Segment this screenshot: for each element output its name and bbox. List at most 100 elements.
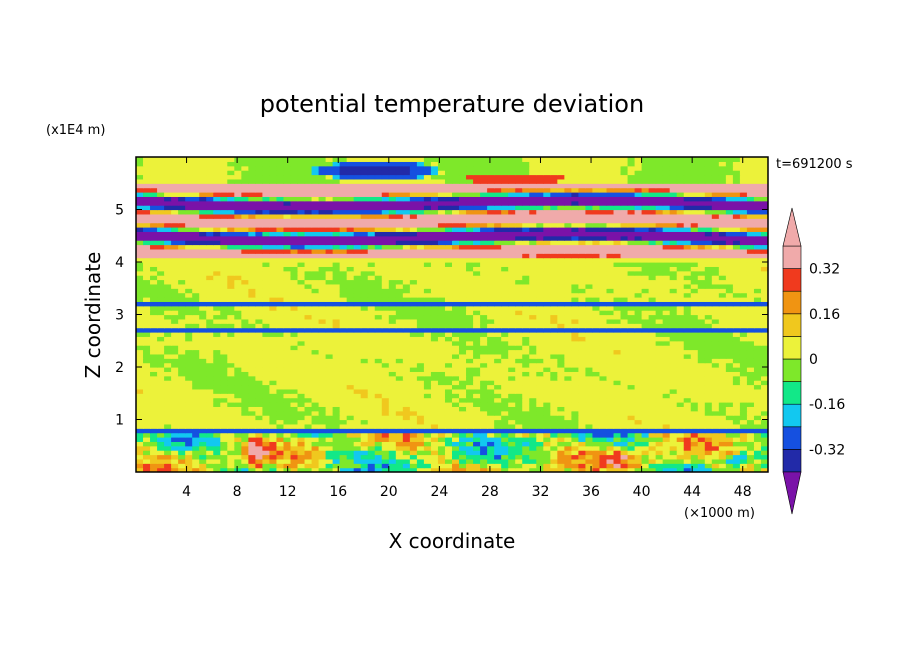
heatmap-cell <box>515 353 523 359</box>
heatmap-cell <box>304 257 313 263</box>
heatmap-cell <box>444 353 453 359</box>
heatmap-cell <box>339 371 348 377</box>
heatmap-cell <box>241 450 249 456</box>
heatmap-cell <box>192 345 200 351</box>
heatmap-cell <box>381 345 390 351</box>
heatmap-cell <box>690 288 699 294</box>
heatmap-cell <box>430 415 439 421</box>
heatmap-cell <box>739 358 748 364</box>
heatmap-cell <box>529 375 537 381</box>
heatmap-cell <box>388 301 397 307</box>
heatmap-cell <box>143 292 151 298</box>
heatmap-cell <box>627 419 636 425</box>
heatmap-cell <box>676 231 685 237</box>
heatmap-cell <box>437 275 446 281</box>
heatmap-cell <box>402 450 411 456</box>
heatmap-cell <box>304 384 313 390</box>
heatmap-cell <box>578 432 587 438</box>
heatmap-cell <box>255 270 263 276</box>
heatmap-cell <box>620 419 629 425</box>
heatmap-cell <box>697 384 706 390</box>
heatmap-cell <box>501 384 509 390</box>
heatmap-cell <box>452 332 460 337</box>
heatmap-cell <box>423 336 432 342</box>
heatmap-cell <box>753 310 762 316</box>
heatmap-cell <box>157 292 165 298</box>
heatmap-cell <box>711 248 720 254</box>
heatmap-cell <box>725 253 734 259</box>
heatmap-cell <box>690 450 699 456</box>
heatmap-cell <box>620 437 629 442</box>
heatmap-cell <box>564 270 572 276</box>
heatmap-cell <box>206 380 214 386</box>
heatmap-cell <box>437 467 446 472</box>
heatmap-cell <box>234 297 242 302</box>
heatmap-cell <box>473 454 481 460</box>
heatmap-cell <box>374 441 383 447</box>
heatmap-cell <box>164 458 172 464</box>
heatmap-cell <box>739 349 748 355</box>
heatmap-cell <box>529 423 537 429</box>
heatmap-cell <box>606 349 615 355</box>
heatmap-cell <box>753 384 762 390</box>
heatmap-cell <box>501 415 509 421</box>
heatmap-cell <box>381 262 390 267</box>
heatmap-cell <box>374 454 383 460</box>
heatmap-cell <box>501 257 509 263</box>
heatmap-cell <box>536 323 544 329</box>
heatmap-cell <box>599 402 608 407</box>
heatmap-cell <box>157 380 165 386</box>
heatmap-cell <box>346 257 355 263</box>
heatmap-cell <box>416 419 425 425</box>
heatmap-cell <box>318 248 327 254</box>
heatmap-cell <box>473 402 481 407</box>
heatmap-cell <box>676 248 685 254</box>
heatmap-cell <box>185 301 193 307</box>
heatmap-cell <box>564 266 572 272</box>
heatmap-cell <box>620 283 629 289</box>
heatmap-cell <box>346 266 355 272</box>
heatmap-cell <box>452 432 460 438</box>
heatmap-cell <box>220 454 228 460</box>
heatmap-cell <box>430 423 439 429</box>
heatmap-cell <box>571 393 579 399</box>
heatmap-cell <box>276 419 285 425</box>
heatmap-cell <box>234 227 242 232</box>
heatmap-cell <box>178 441 186 447</box>
heatmap-cell <box>178 371 186 377</box>
heatmap-cell <box>367 340 376 346</box>
heatmap-cell <box>718 318 727 324</box>
heatmap-cell <box>564 288 572 294</box>
heatmap-cell <box>676 292 685 298</box>
heatmap-cell <box>536 353 544 359</box>
heatmap-cell <box>634 257 643 263</box>
heatmap-cell <box>459 450 467 456</box>
heatmap-cell <box>487 266 495 272</box>
heatmap-cell <box>318 253 327 259</box>
heatmap-cell <box>634 332 643 337</box>
heatmap-cell <box>416 445 425 451</box>
heatmap-cell <box>241 340 249 346</box>
heatmap-cell <box>704 266 713 272</box>
heatmap-cell <box>171 410 179 416</box>
heatmap-cell <box>592 270 601 276</box>
heatmap-cell <box>388 227 397 232</box>
heatmap-cell <box>641 336 650 342</box>
heatmap-cell <box>304 388 313 394</box>
heatmap-cell <box>213 248 221 254</box>
heatmap-cell <box>732 262 741 267</box>
heatmap-cell <box>339 419 348 425</box>
heatmap-cell <box>430 266 439 272</box>
heatmap-cell <box>529 257 537 263</box>
heatmap-cell <box>402 423 411 429</box>
heatmap-cell <box>529 388 537 394</box>
heatmap-cell <box>241 353 249 359</box>
heatmap-cell <box>395 270 404 276</box>
heatmap-cell <box>157 371 165 377</box>
heatmap-cell <box>171 406 179 412</box>
heatmap-cell <box>192 432 200 438</box>
heatmap-cell <box>662 345 671 351</box>
heatmap-cell <box>578 266 587 272</box>
heatmap-cell <box>494 419 502 425</box>
heatmap-cell <box>206 397 214 403</box>
